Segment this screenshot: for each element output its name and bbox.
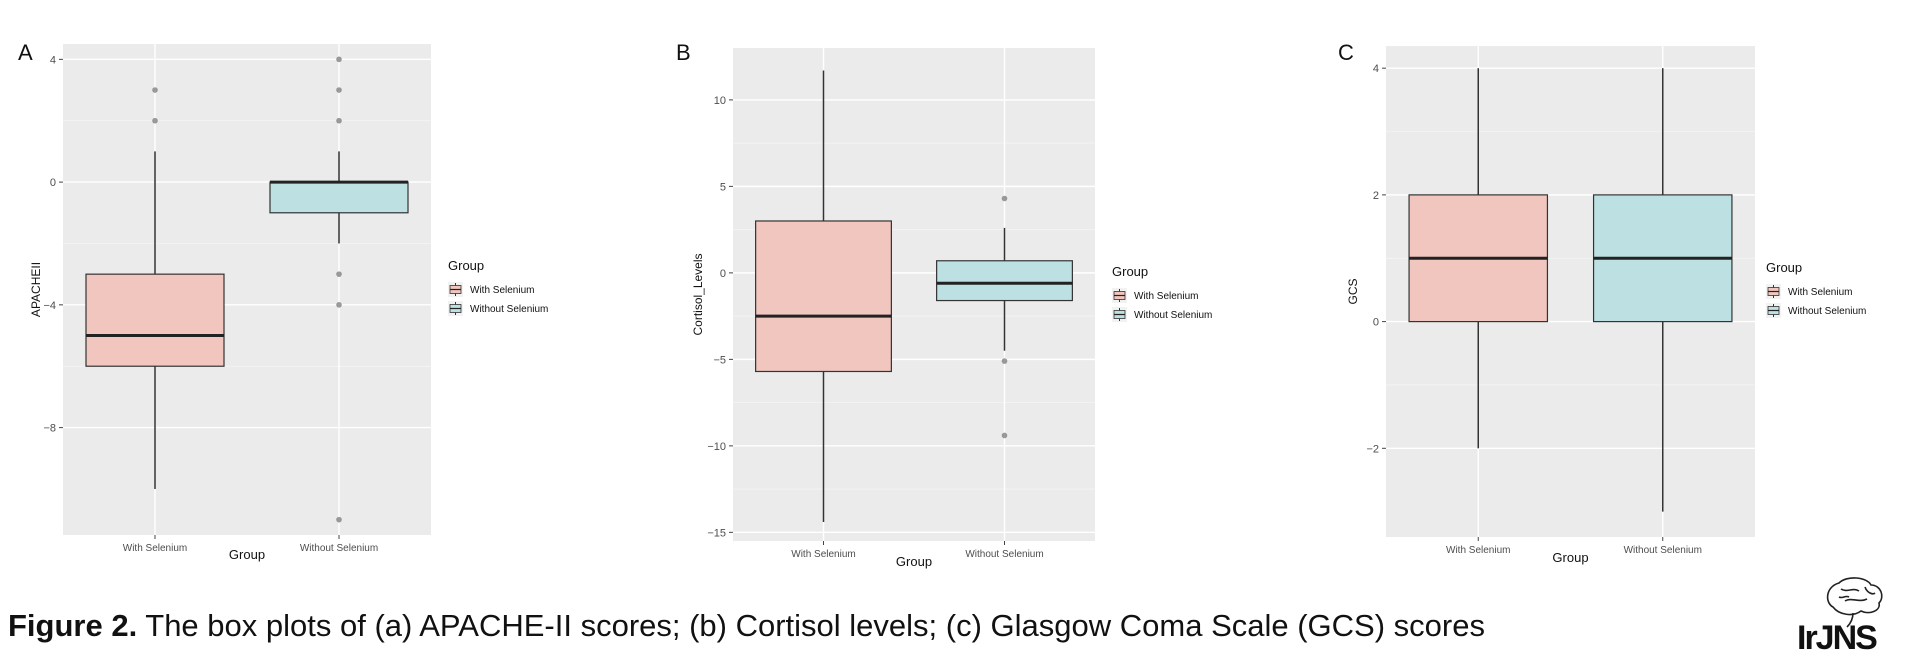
box-iqr <box>269 181 409 214</box>
chart-b: B 10 5 0 −5 −10 −15 With Selenium Without Seleni… <box>676 40 1212 569</box>
y-axis-title: Cortisol_Levels <box>691 253 705 335</box>
legend-title: Group <box>1112 264 1148 279</box>
outlier-point <box>336 271 342 277</box>
panel-label: A <box>18 40 33 65</box>
y-tick-label: 10 <box>714 95 726 107</box>
legend-entry-label: With Selenium <box>470 285 534 296</box>
box-without-selenium <box>1592 68 1733 512</box>
journal-logo: IrJNS <box>1797 577 1883 653</box>
box-iqr <box>85 273 225 367</box>
panel-label: B <box>676 40 691 65</box>
x-tick-label: Without Selenium <box>965 549 1043 560</box>
legend-title: Group <box>1766 260 1802 275</box>
outlier-point <box>1001 195 1008 202</box>
brain-icon <box>1826 577 1883 628</box>
y-tick-label: 0 <box>50 177 56 189</box>
legend-entry-label: Without Selenium <box>1134 310 1212 321</box>
y-tick-label: −5 <box>713 354 726 366</box>
outlier-point <box>336 56 342 63</box>
y-tick-label: 4 <box>50 54 56 66</box>
box-without-selenium <box>269 56 409 523</box>
box-without-selenium <box>936 195 1073 439</box>
y-tick-label: 2 <box>1373 190 1379 202</box>
box-with-selenium <box>1408 68 1549 449</box>
logo-text: IrJNS <box>1797 619 1877 653</box>
y-tick-label: −2 <box>1366 443 1379 455</box>
y-tick-label: 4 <box>1373 63 1379 75</box>
y-axis-title: GCS <box>1346 278 1360 304</box>
caption-text: The box plots of (a) APACHE-II scores; (… <box>137 608 1485 643</box>
y-tick-label: 5 <box>720 181 726 193</box>
legend-entry-label: Without Selenium <box>470 304 548 315</box>
outlier-point <box>1001 432 1008 439</box>
x-axis-title: Group <box>1552 550 1588 565</box>
legend: Group With Selenium Without Selenium <box>1766 260 1866 318</box>
box-with-selenium <box>755 70 892 522</box>
x-tick-label: Without Selenium <box>1624 545 1702 556</box>
legend-title: Group <box>448 258 484 273</box>
outlier-point <box>152 117 158 124</box>
x-tick-label: Without Selenium <box>300 543 378 554</box>
legend-entry-label: With Selenium <box>1134 291 1198 302</box>
box-iqr <box>936 260 1073 302</box>
legend: Group With Selenium Without Selenium <box>448 258 548 316</box>
y-tick-label: 0 <box>1373 317 1379 329</box>
outlier-point <box>1001 358 1008 364</box>
x-tick-label: With Selenium <box>791 549 855 560</box>
outlier-point <box>336 87 342 93</box>
box-iqr <box>755 220 892 373</box>
legend-entry-label: With Selenium <box>1788 287 1852 298</box>
x-tick-label: With Selenium <box>123 543 187 554</box>
box-with-selenium <box>85 87 225 489</box>
x-axis-title: Group <box>896 554 932 569</box>
figure-caption: Figure 2. The box plots of (a) APACHE-II… <box>8 608 1485 644</box>
outlier-point <box>336 117 342 124</box>
y-tick-label: 0 <box>720 268 726 280</box>
outlier-point <box>336 516 342 523</box>
x-tick-label: With Selenium <box>1446 545 1510 556</box>
y-tick-label: −4 <box>43 300 56 312</box>
caption-label: Figure 2. <box>8 608 138 643</box>
y-tick-label: −10 <box>707 441 726 453</box>
outlier-point <box>336 302 342 308</box>
outlier-point <box>152 87 158 93</box>
legend-entry-label: Without Selenium <box>1788 306 1866 317</box>
y-tick-label: −8 <box>43 423 56 435</box>
y-tick-label: −15 <box>707 527 726 539</box>
panel-label: C <box>1338 40 1354 65</box>
legend: Group With Selenium Without Selenium <box>1112 264 1212 322</box>
x-axis-title: Group <box>229 547 265 562</box>
y-axis-title: APACHEII <box>29 262 43 317</box>
